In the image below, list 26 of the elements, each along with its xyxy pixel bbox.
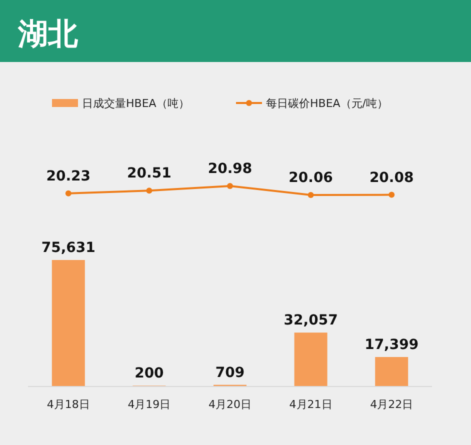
data-label: 20.08 [369,170,414,186]
bar [294,332,328,386]
data-label: 32,057 [284,312,338,329]
x-tick-label: 4月21日 [289,398,332,411]
x-tick-label: 4月19日 [128,398,171,411]
point [227,183,233,189]
x-tick-label: 4月22日 [370,398,414,411]
data-label: 75,631 [41,240,96,256]
data-label: 20.06 [288,170,333,186]
legend-label: 每日碳价HBEA（元/吨） [266,97,388,110]
point [308,192,314,198]
legend-label: 日成交量HBEA（吨） [82,97,190,110]
bar [52,260,85,386]
point [65,190,72,196]
data-label: 17,399 [364,337,419,354]
x-tick-label: 4月20日 [208,398,252,411]
x-tick-label: 4月18日 [46,398,90,411]
chart-title: 湖北 [17,17,79,52]
data-label: 20.51 [127,166,172,182]
point [146,188,152,194]
data-label: 20.23 [46,168,91,184]
data-label: 200 [134,366,164,382]
data-label: 709 [215,364,245,381]
data-label: 20.98 [208,161,252,177]
bar [375,357,408,386]
point [388,192,395,198]
